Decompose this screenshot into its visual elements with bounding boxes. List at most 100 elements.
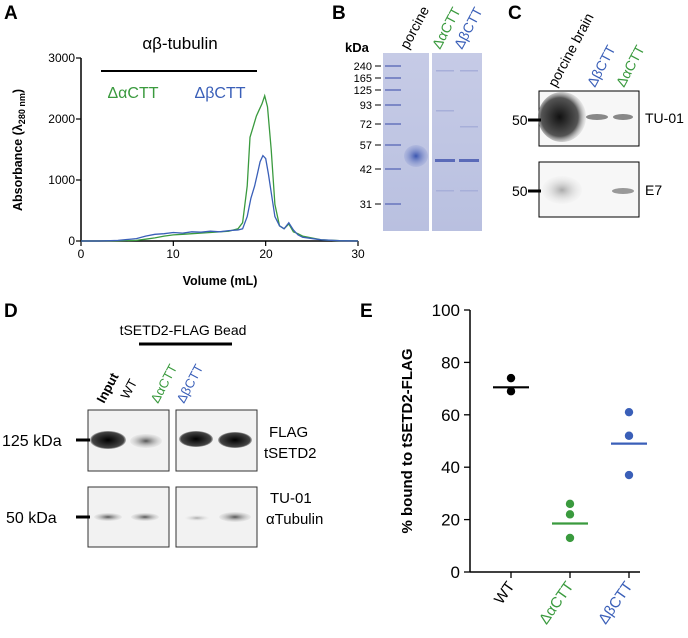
panel-a-xtick-10: 10 <box>166 247 180 261</box>
chromatogram-line-dbctt <box>81 154 359 242</box>
gel-marker-125: 125 <box>354 85 372 97</box>
blot-c-bottom-marker: 50 <box>512 183 528 199</box>
blot-d-top-marker: 125 kDa <box>2 433 62 450</box>
blot-d-top-band-input <box>90 431 126 449</box>
panel-a-ylabel-sub: 280 nm <box>17 93 27 124</box>
panel-a-xlabel: Volume (mL) <box>183 274 258 288</box>
panel-e-data-point <box>624 470 634 480</box>
blot-c-top-band-dbctt <box>586 114 608 120</box>
panel-e-ytick-label: 60 <box>441 406 460 425</box>
gel-faint-band <box>436 110 454 112</box>
panel-e-xtick-label: ΔβCTT <box>595 579 636 628</box>
blot-c-top-marker: 50 <box>512 112 528 128</box>
panel-a-header: αβ-tubulin <box>142 34 217 53</box>
gel-band-dactt <box>435 159 455 162</box>
panel-e-data-point <box>506 373 516 383</box>
ladder-band <box>385 123 401 125</box>
panel-e-data-point <box>506 387 516 396</box>
gel-marker-72: 72 <box>360 119 372 131</box>
blot-d-bottom-band-wt <box>131 513 159 521</box>
panel-a-ytick-0: 0 <box>68 234 75 248</box>
panel-e-xtick-label: ΔαCTT <box>536 579 577 628</box>
panel-e: E 0 20 40 60 80 100 WT ΔαCTT ΔβCTT % bound to t… <box>360 301 647 627</box>
gel-band-dbctt <box>459 159 479 162</box>
panel-a-legend-beta: ΔβCTT <box>195 85 246 102</box>
blot-c-bottom-antibody: E7 <box>645 182 662 198</box>
panel-e-ytick-label: 20 <box>441 511 460 530</box>
panel-a-ylabel-suffix: ) <box>11 89 25 93</box>
blot-c-top-band-dactt <box>613 114 633 120</box>
blot-d-top-label-1: FLAG <box>269 424 308 441</box>
panel-e-ytick-label: 0 <box>451 563 460 582</box>
ladder-band <box>385 144 401 146</box>
gel-kda-label: kDa <box>345 40 370 55</box>
panel-e-ytick-label: 40 <box>441 458 460 477</box>
ladder-band <box>385 89 401 91</box>
panel-e-ytick-label: 100 <box>432 301 460 320</box>
panel-a-ytick-1000: 1000 <box>48 173 75 187</box>
ladder-band <box>385 104 401 106</box>
panel-letter-e: E <box>360 301 373 322</box>
ladder-band <box>385 65 401 67</box>
ladder-band <box>385 77 401 79</box>
blot-c-top-antibody: TU-01 <box>645 110 684 126</box>
gel-left-piece <box>383 53 429 231</box>
blot-d-bottom-band-input <box>94 513 122 521</box>
gel-band-porcine <box>404 145 428 167</box>
panel-e-data-point <box>624 407 634 417</box>
panel-a-ytick-3000: 3000 <box>48 51 75 65</box>
pulldown-lane-input: Input <box>93 370 121 406</box>
blot-d-bottom-band-dactt <box>185 515 209 521</box>
blot-d-top-band-dbctt <box>218 432 252 448</box>
panel-a: A αβ-tubulin ΔαCTT ΔβCTT 0 10 20 30 0 10… <box>4 3 365 288</box>
panel-b: B kDa porcine ΔαCTT ΔβCTT <box>332 3 486 231</box>
blot-d-bottom-band-dbctt <box>219 512 251 522</box>
bead-label: tSETD2-FLAG Bead <box>120 322 247 338</box>
panel-e-data-point <box>565 533 575 543</box>
blot-d-top-band-wt <box>130 434 162 448</box>
blot-c-top-band-porcine <box>538 92 586 142</box>
ladder-band <box>385 168 401 170</box>
gel-marker-93: 93 <box>360 100 372 112</box>
gel-faint-band <box>460 70 478 72</box>
blot-d-bottom-label-2: αTubulin <box>266 511 323 528</box>
panel-e-data-point <box>624 431 634 440</box>
panel-e-ytick-label: 80 <box>441 353 460 372</box>
blot-lane-dactt: ΔαCTT <box>613 42 648 89</box>
blot-d-bottom-marker: 50 kDa <box>6 510 57 527</box>
gel-marker-165: 165 <box>354 73 372 85</box>
ladder-band <box>385 203 401 205</box>
blot-c-bottom-band-dactt <box>612 188 634 194</box>
panel-letter-c: C <box>508 3 522 24</box>
chromatogram-line-dacTT <box>81 93 359 242</box>
panel-e-data-point <box>565 510 575 519</box>
blot-d-top-label-2: tSETD2 <box>264 445 317 462</box>
panel-a-ylabel-lambda: λ <box>11 124 25 131</box>
gel-ladder <box>385 65 401 205</box>
panel-d: D tSETD2-FLAG Bead Input WT ΔαCTT ΔβCTT … <box>2 301 323 548</box>
gel-faint-band <box>460 190 478 192</box>
panel-e-xtick-label: WT <box>491 579 518 608</box>
blot-d-top-band-dactt <box>179 431 213 447</box>
panel-a-ytick-2000: 2000 <box>48 112 75 126</box>
panel-e-data-point <box>565 499 575 509</box>
panel-a-xtick-20: 20 <box>259 247 273 261</box>
panel-e-yticks: 0 20 40 60 80 100 <box>432 301 470 582</box>
panel-e-points <box>493 373 647 543</box>
gel-faint-band <box>436 190 454 192</box>
gel-marker-57: 57 <box>360 140 372 152</box>
gel-lane-porcine: porcine <box>397 3 433 51</box>
panel-letter-b: B <box>332 3 346 24</box>
blot-d-bottom-label-1: TU-01 <box>270 490 312 507</box>
blot-c-bottom-band-porcine <box>542 176 582 204</box>
panel-a-legend-alpha: ΔαCTT <box>107 85 158 102</box>
gel-marker-31: 31 <box>360 199 372 211</box>
panel-letter-a: A <box>4 3 18 24</box>
panel-e-ylabel: % bound to tSETD2-FLAG <box>399 349 416 534</box>
panel-a-xtick-30: 30 <box>351 247 365 261</box>
panel-e-xticks: WT ΔαCTT ΔβCTT <box>491 572 636 627</box>
gel-faint-band <box>460 126 478 128</box>
gel-faint-bands <box>436 70 478 192</box>
panel-a-ticks <box>76 57 359 246</box>
